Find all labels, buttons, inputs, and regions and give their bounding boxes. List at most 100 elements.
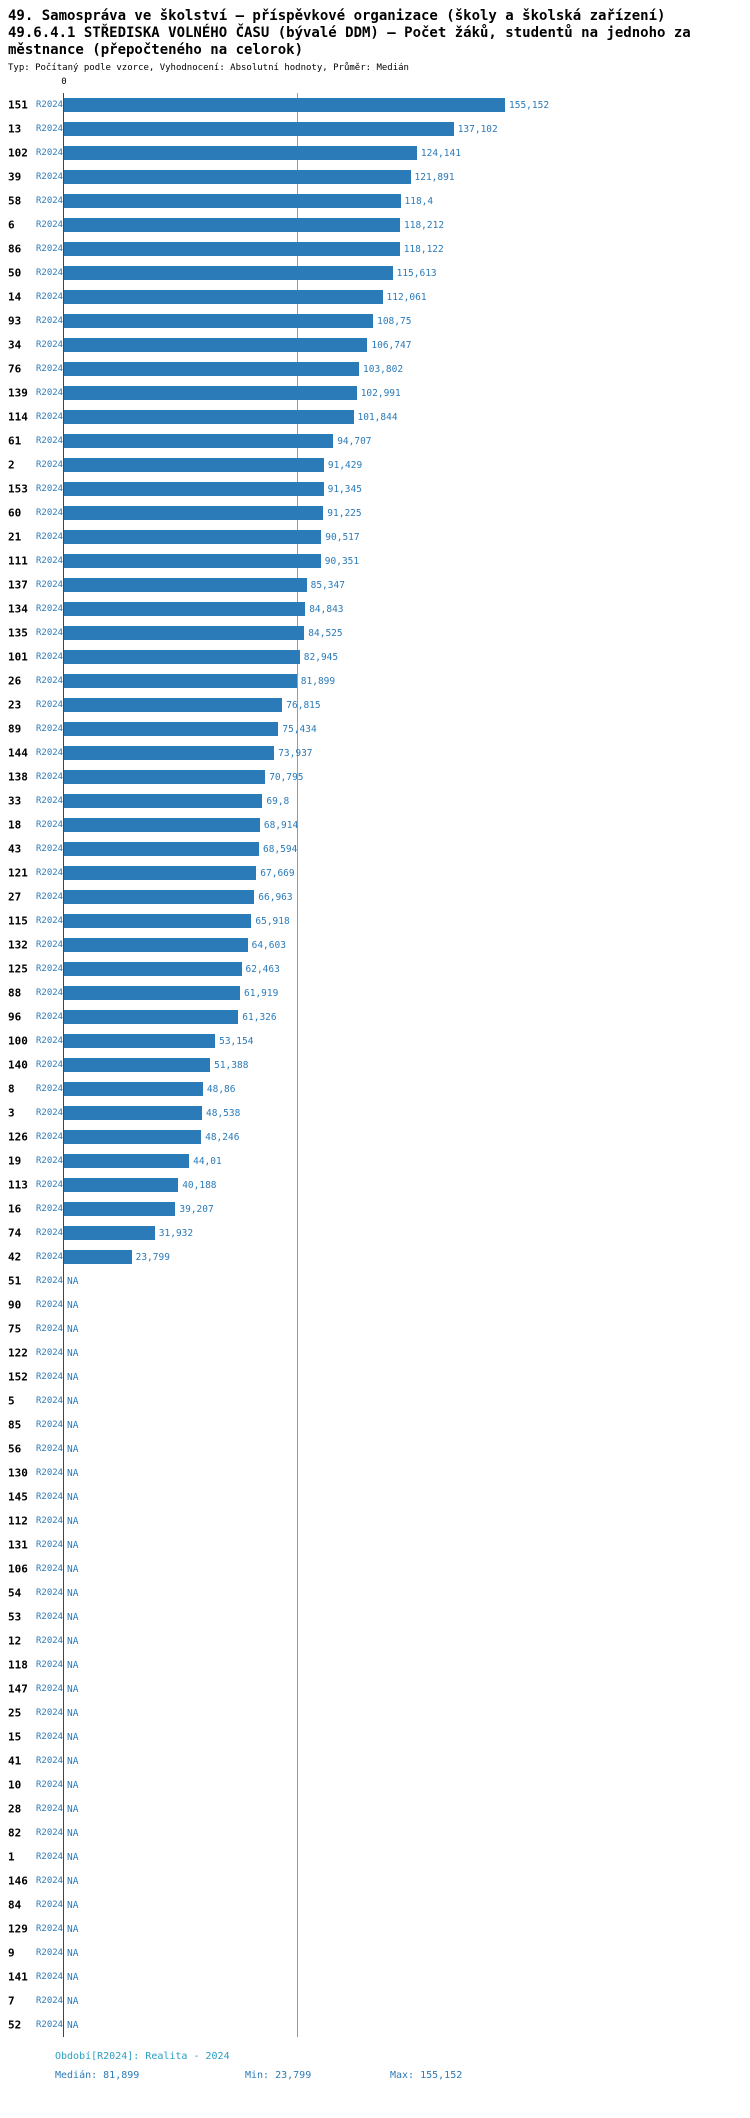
bar-value-label: 82,945 [303,651,339,663]
bar [64,434,334,448]
bar-area: 62,463 [64,957,750,981]
bar-area: NA [64,1749,750,1773]
bar-value-label: 118,4 [404,195,434,207]
bar-area: 69,8 [64,789,750,813]
row-period-label: R2024 [36,1060,64,1070]
chart-row: 60 R2024 91,225 [0,501,750,525]
bar-area: NA [64,1893,750,1917]
bar-value-label: 81,899 [300,675,336,687]
bar-value-label: 62,463 [245,963,280,975]
row-id-label: 115 [8,914,28,928]
bar-value-label: 64,603 [251,939,286,951]
chart-row: 34 R2024 106,747 [0,333,750,357]
row-id-label: 60 [8,506,22,520]
bar [64,218,400,232]
row-id-label: 26 [8,674,22,688]
bar-value-label: 106,747 [371,339,412,351]
row-period-label: R2024 [36,748,64,758]
bar-value-label: 91,429 [327,459,363,471]
row-period-label: R2024 [36,1372,64,1382]
bar-area: 73,937 [64,741,750,765]
chart-footer: Období[R2024]: Realita - 2024 Medián: 81… [0,2051,750,2095]
chart-row: 131 R2024 NA [0,1533,750,1557]
bar [64,290,383,304]
footer-max-label: Max: 155,152 [390,2070,463,2081]
bar-area: 53,154 [64,1029,750,1053]
bar [64,266,393,280]
row-period-label: R2024 [36,388,64,398]
bar [64,602,306,616]
row-period-label: R2024 [36,556,64,566]
row-period-label: R2024 [36,1540,64,1550]
bar-area: 108,75 [64,309,750,333]
row-period-label: R2024 [36,1012,64,1022]
x-axis: 0 [0,77,750,93]
bar-area: NA [64,1653,750,1677]
chart-row: 141 R2024 NA [0,1965,750,1989]
row-period-label: R2024 [36,292,64,302]
row-id-label: 2 [8,458,15,472]
row-period-label: R2024 [36,1276,64,1286]
bar-value-label: 53,154 [219,1035,254,1047]
bar-area: NA [64,1725,750,1749]
footer-median-label: Medián: 81,899 [55,2070,140,2081]
row-id-label: 50 [8,266,22,280]
bar-value-label: NA [67,1395,79,1407]
chart-row: 43 R2024 68,594 [0,837,750,861]
bar [64,554,321,568]
row-id-label: 58 [8,194,22,208]
bar-value-label: 48,538 [206,1107,241,1119]
chart-row: 21 R2024 90,517 [0,525,750,549]
row-period-label: R2024 [36,1996,64,2006]
row-id-label: 84 [8,1898,22,1912]
row-id-label: 85 [8,1418,22,1432]
bar-area: 106,747 [64,333,750,357]
row-id-label: 112 [8,1514,28,1528]
bar-area: NA [64,1917,750,1941]
bar-value-label: 73,937 [278,747,313,759]
bar-value-label: 91,345 [327,483,362,495]
bar [64,770,266,784]
row-period-label: R2024 [36,1708,64,1718]
row-id-label: 147 [8,1682,28,1696]
bar-area: 91,345 [64,477,750,501]
bar-area: 102,991 [64,381,750,405]
bar-value-label: NA [67,1659,79,1671]
row-period-label: R2024 [36,1492,64,1502]
bar-area: NA [64,1341,750,1365]
bar [64,674,297,688]
bar-value-label: 84,525 [308,627,343,639]
bar-area: 48,246 [64,1125,750,1149]
row-period-label: R2024 [36,1636,64,1646]
row-id-label: 121 [8,866,28,880]
bar [64,338,368,352]
chart-row: 122 R2024 NA [0,1341,750,1365]
row-period-label: R2024 [36,1972,64,1982]
bar [64,866,257,880]
bar-area: NA [64,1989,750,2013]
row-id-label: 96 [8,1010,22,1024]
row-id-label: 21 [8,530,22,544]
bar-area: NA [64,1965,750,1989]
chart-row: 50 R2024 115,613 [0,261,750,285]
row-period-label: R2024 [36,1852,64,1862]
row-id-label: 135 [8,626,28,640]
chart-row: 10 R2024 NA [0,1773,750,1797]
bar [64,938,248,952]
row-period-label: R2024 [36,772,64,782]
row-period-label: R2024 [36,1132,64,1142]
row-id-label: 126 [8,1130,28,1144]
bar-area: 75,434 [64,717,750,741]
row-id-label: 15 [8,1730,22,1744]
bar-area: NA [64,1293,750,1317]
row-id-label: 25 [8,1706,22,1720]
bar-area: NA [64,1941,750,1965]
row-period-label: R2024 [36,1804,64,1814]
row-period-label: R2024 [36,700,64,710]
bar [64,1106,202,1120]
chart-row: 101 R2024 82,945 [0,645,750,669]
row-period-label: R2024 [36,916,64,926]
bar-area: NA [64,2013,750,2037]
row-period-label: R2024 [36,1780,64,1790]
bar [64,458,324,472]
